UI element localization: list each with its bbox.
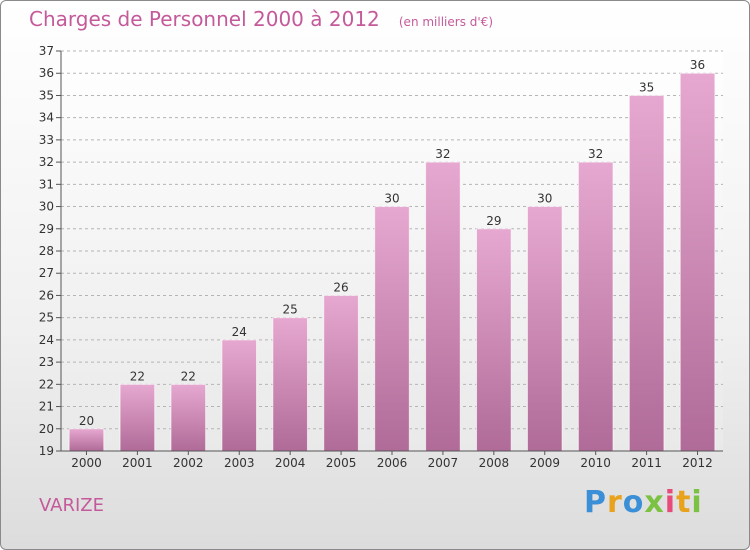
commune-label: VARIZE	[39, 495, 104, 516]
x-tick-label-2007: 2007	[428, 456, 459, 470]
y-tick-label: 37	[39, 44, 54, 58]
y-tick-label: 33	[39, 133, 54, 147]
data-label-2011: 35	[639, 80, 654, 94]
x-tick-label-2010: 2010	[580, 456, 611, 470]
x-tick-label-2005: 2005	[326, 456, 357, 470]
data-label-2012: 36	[690, 58, 705, 72]
data-label-2010: 32	[588, 147, 603, 161]
axes	[56, 50, 723, 455]
data-label-2004: 25	[283, 303, 298, 317]
bar-2002	[170, 383, 207, 452]
data-label-2003: 24	[232, 325, 247, 339]
y-tick-label: 21	[39, 400, 54, 414]
logo-letter: i	[664, 485, 677, 520]
x-tick-label-2004: 2004	[275, 456, 306, 470]
y-tick-label: 34	[39, 111, 54, 125]
logo-letter: o	[622, 485, 645, 520]
bar-2009	[526, 206, 563, 452]
logo-letter: t	[676, 485, 692, 520]
y-tick-label: 19	[39, 444, 54, 458]
logo-letter: P	[584, 485, 607, 520]
y-tick-label: 29	[39, 222, 54, 236]
bar-2012	[679, 72, 716, 452]
y-tick-label: 24	[39, 333, 54, 347]
bar-2008	[476, 228, 512, 452]
data-label-2007: 32	[435, 147, 450, 161]
y-tick-label: 31	[39, 177, 54, 191]
y-tick-label: 22	[39, 377, 54, 391]
proxiti-logo[interactable]: Proxiti	[584, 485, 703, 520]
x-tick-label-2006: 2006	[377, 456, 408, 470]
data-label-2006: 30	[384, 192, 399, 206]
y-tick-label: 23	[39, 355, 54, 369]
logo-letter: i	[691, 485, 703, 520]
x-tick-label-2000: 2000	[71, 456, 102, 470]
y-tick-label: 35	[39, 88, 54, 102]
y-tick-label: 36	[39, 66, 54, 80]
y-tick-label: 30	[39, 200, 54, 214]
bar-2000	[68, 428, 105, 452]
logo-letter: x	[644, 485, 665, 520]
y-tick-label: 27	[39, 266, 54, 280]
data-label-2005: 26	[333, 280, 348, 294]
logo-letter: r	[607, 485, 623, 520]
data-label-2009: 30	[537, 192, 552, 206]
bars	[68, 72, 716, 452]
y-tick-label: 26	[39, 288, 54, 302]
chart-subtitle: (en milliers d'€)	[398, 15, 493, 29]
data-label-2008: 29	[486, 214, 501, 228]
data-label-2000: 20	[79, 414, 94, 428]
x-tick-label-2008: 2008	[479, 456, 510, 470]
labels: 19 20 21 22 23 24 25 26 27 28 29 30 31 32 33 34 35 36 37 20…	[39, 44, 713, 470]
bar-2004	[272, 317, 308, 452]
x-tick-label-2001: 2001	[122, 456, 153, 470]
bar-2006	[374, 206, 410, 452]
y-tick-label: 20	[39, 422, 54, 436]
bar-2001	[119, 383, 156, 452]
x-tick-label-2003: 2003	[224, 456, 255, 470]
y-tick-label: 28	[39, 244, 54, 258]
data-label-2002: 22	[181, 369, 196, 383]
y-tick-label: 32	[39, 155, 54, 169]
x-tick-label-2011: 2011	[631, 456, 662, 470]
x-tick-label-2009: 2009	[529, 456, 560, 470]
bar-2003	[221, 339, 258, 452]
bar-2005	[323, 294, 359, 452]
x-tick-label-2002: 2002	[173, 456, 204, 470]
x-tick-label-2012: 2012	[682, 456, 713, 470]
bar-2007	[425, 161, 461, 452]
bar-2011	[628, 94, 665, 452]
chart-title: Charges de Personnel 2000 à 2012	[29, 7, 380, 31]
bar-2010	[577, 161, 614, 452]
data-label-2001: 22	[130, 369, 145, 383]
title-row: Charges de Personnel 2000 à 2012 (en mil…	[29, 7, 493, 31]
y-tick-label: 25	[39, 311, 54, 325]
